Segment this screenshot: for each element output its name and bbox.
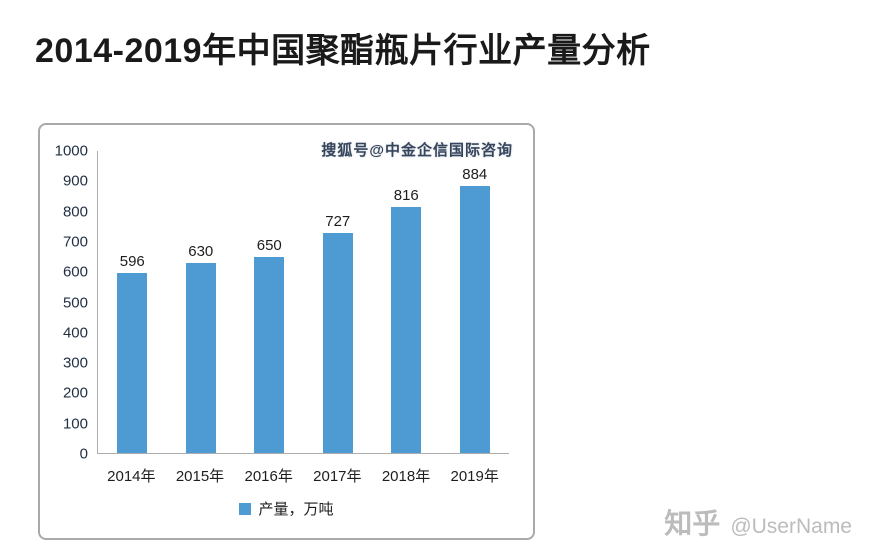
y-tick-label: 500 — [62, 294, 88, 311]
x-tick-label: 2018年 — [381, 468, 431, 485]
chart-card: 搜狐号@中金企信国际咨询 0 100 200 300 400 500 600 700 800 90… — [38, 123, 535, 540]
bar — [117, 273, 148, 453]
y-tick-label: 700 — [62, 233, 88, 251]
zhihu-logo: 知乎 — [664, 508, 721, 539]
bar-value-label: 650 — [256, 236, 282, 254]
legend-swatch — [239, 502, 252, 515]
y-tick-label: 800 — [62, 203, 88, 221]
legend: 产量，万吨 — [40, 498, 533, 519]
bar — [254, 256, 285, 453]
bar — [459, 186, 490, 453]
x-tick-label: 2019年 — [450, 468, 499, 485]
y-tick-label: 0 — [79, 445, 88, 463]
bar-value-label: 884 — [462, 166, 488, 184]
bar-value-label: 816 — [393, 186, 419, 204]
y-tick-label: 400 — [62, 324, 88, 342]
x-axis-labels: 2014年 2015年 2016年 2017年 2018年 2019年 — [97, 465, 509, 486]
chart-watermark: 搜狐号@中金企信国际咨询 — [321, 142, 513, 159]
legend-label: 产量，万吨 — [258, 501, 334, 518]
y-axis: 0 100 200 300 400 500 600 700 800 900 1000 — [50, 143, 97, 463]
y-tick-label: 1000 — [54, 142, 88, 160]
page-title: 2014-2019年中国聚酯瓶片行业产量分析 — [35, 31, 651, 70]
bar-group: 650 — [235, 151, 304, 453]
zhihu-username: @UserName — [730, 515, 852, 538]
bar-value-label: 630 — [188, 242, 214, 260]
bar-group: 884 — [441, 151, 510, 453]
bar — [185, 262, 216, 453]
y-tick-label: 900 — [62, 172, 88, 190]
bar-value-label: 596 — [119, 253, 145, 271]
bar-group: 630 — [167, 151, 236, 453]
bar-group: 596 — [98, 151, 167, 453]
bar — [391, 206, 422, 453]
bar-value-label: 727 — [325, 213, 351, 231]
bar — [322, 233, 353, 453]
x-tick-label: 2017年 — [313, 468, 362, 485]
zhihu-watermark: 知乎 @UserName — [664, 502, 852, 542]
bar-group: 727 — [304, 151, 373, 453]
y-tick-label: 600 — [62, 263, 88, 281]
y-tick-label: 100 — [62, 415, 88, 433]
x-tick-label: 2014年 — [107, 468, 156, 485]
bar-group: 816 — [372, 151, 441, 453]
plot-area: 596 630 650 727 816 884 — [97, 151, 509, 454]
x-tick-label: 2015年 — [175, 468, 225, 485]
bars-container: 596 630 650 727 816 884 — [98, 151, 509, 453]
x-tick-label: 2016年 — [244, 468, 293, 485]
y-tick-label: 300 — [62, 354, 88, 372]
bar-chart: 0 100 200 300 400 500 600 700 800 900 1000 596 630 6… — [50, 143, 509, 463]
y-tick-label: 200 — [62, 384, 88, 402]
